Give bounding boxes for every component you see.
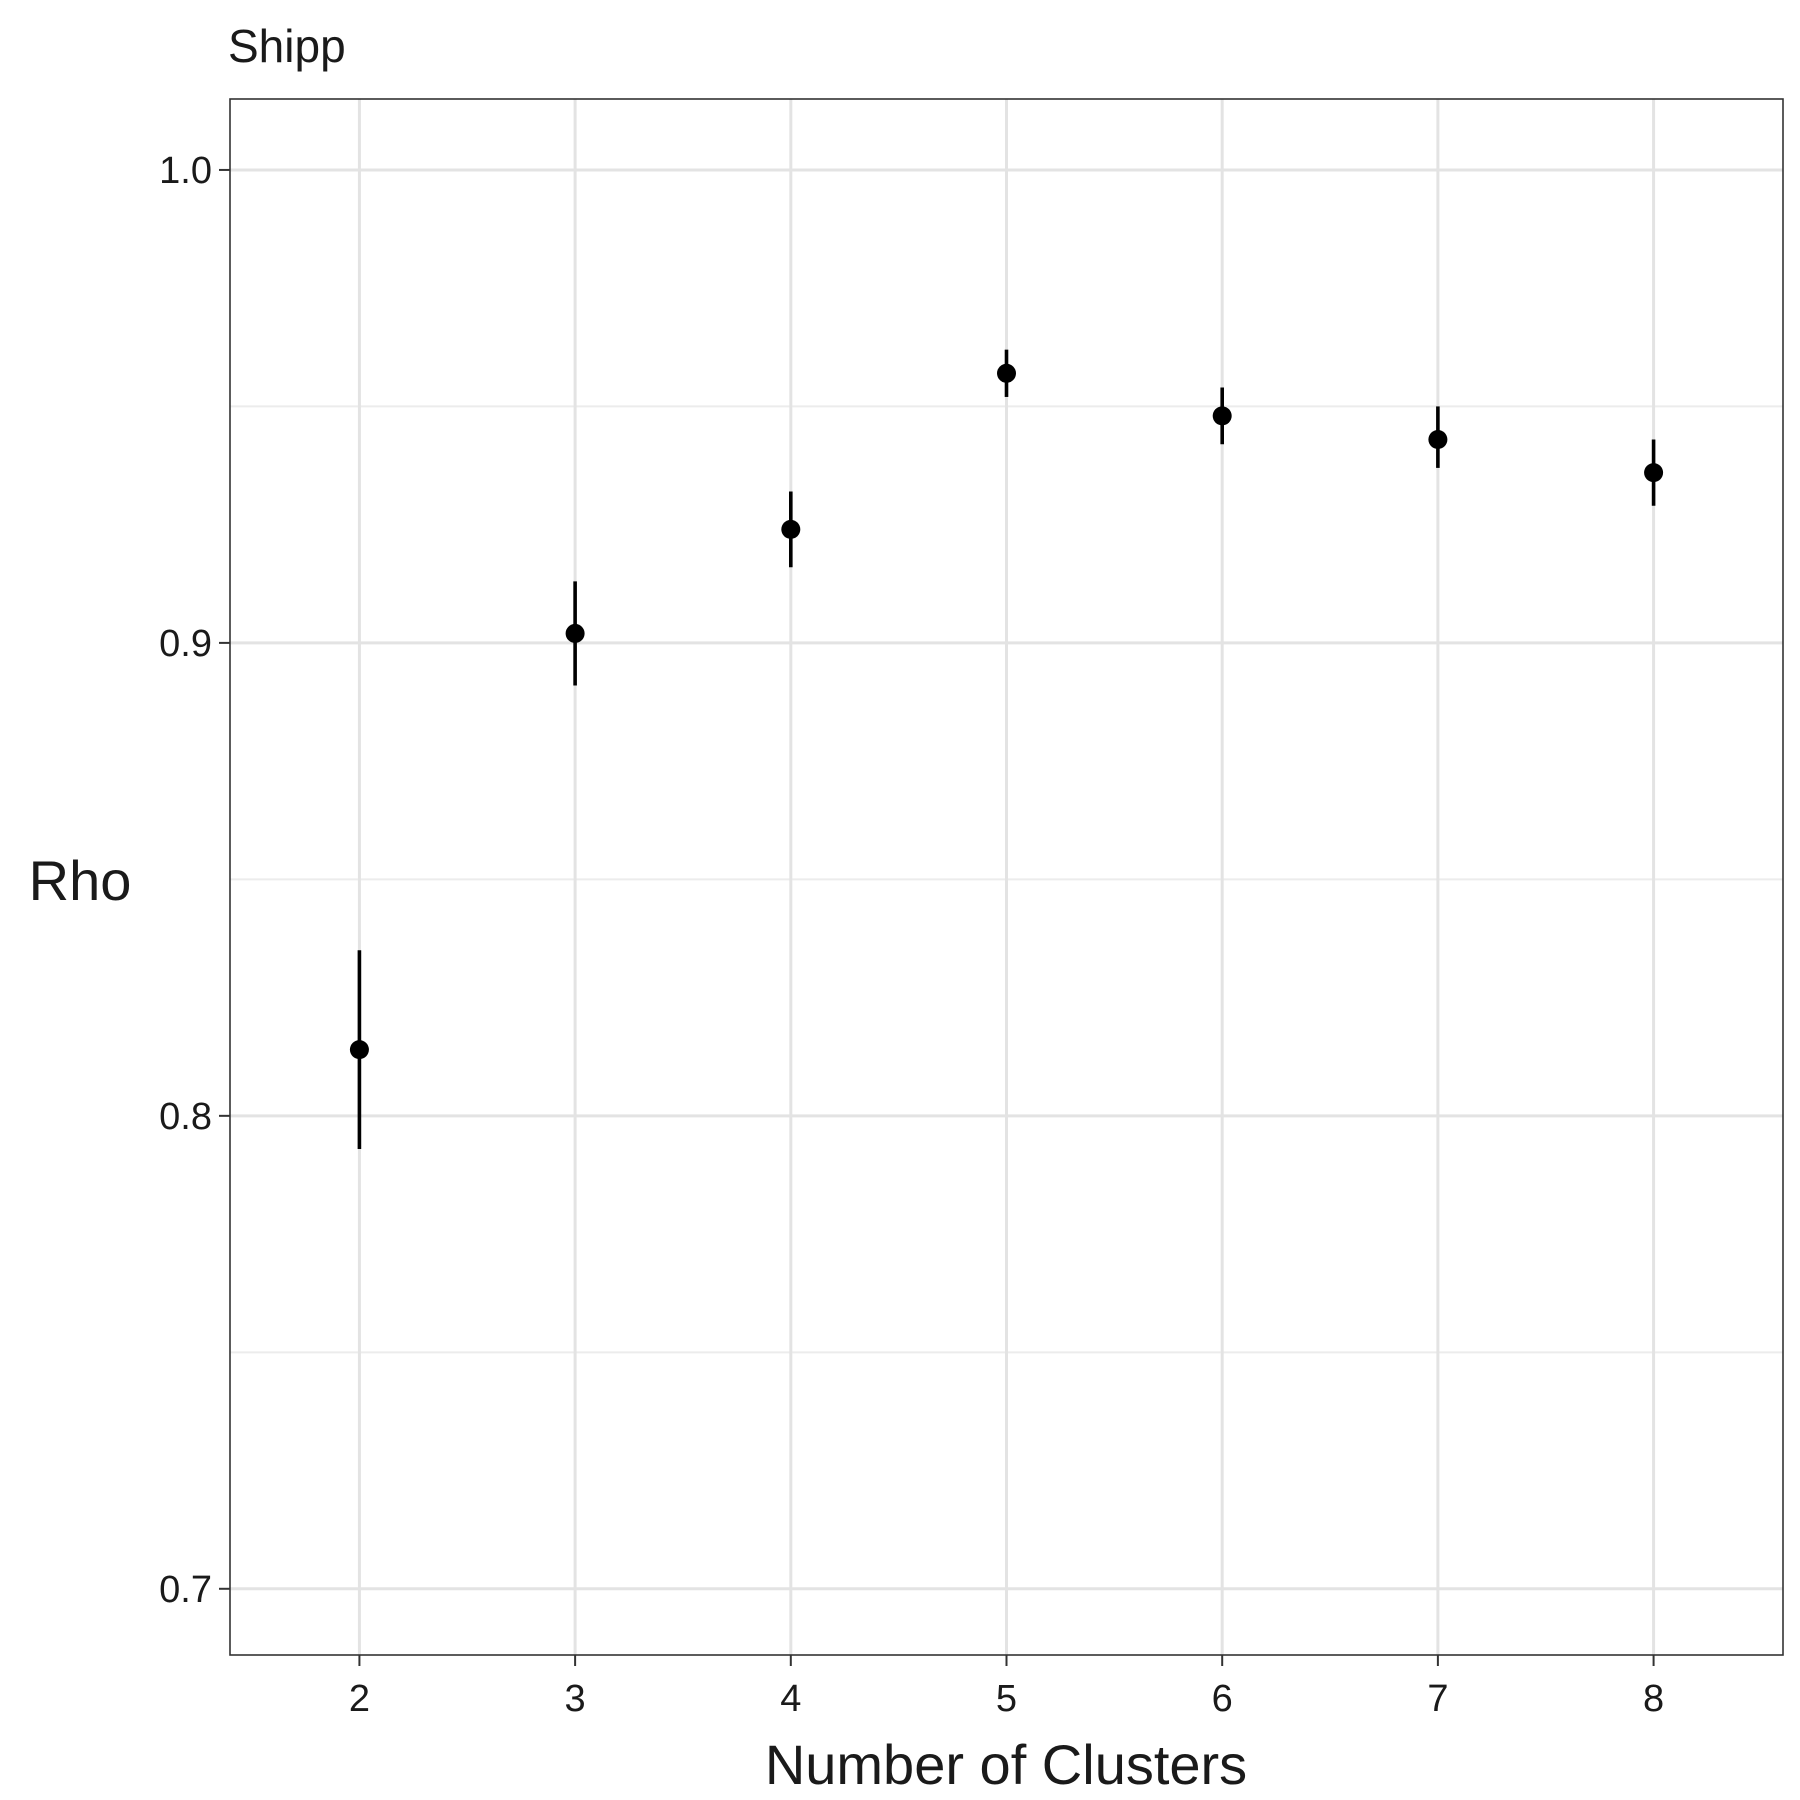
y-tick-label: 0.7	[159, 1569, 212, 1611]
y-tick-label: 0.8	[159, 1096, 212, 1138]
x-tick-label: 7	[1427, 1678, 1448, 1720]
data-point	[1644, 463, 1664, 483]
x-axis-title: Number of Clusters	[765, 1733, 1247, 1796]
axis-layer: 0.7 0.8 0.9 1.0 2 3 4 5 6 7 8	[159, 150, 1664, 1720]
data-point	[1428, 430, 1448, 450]
x-tick-label: 8	[1643, 1678, 1664, 1720]
y-tick-label: 0.9	[159, 623, 212, 665]
data-point	[997, 363, 1016, 383]
x-tick-label: 4	[780, 1678, 801, 1720]
y-tick-label: 1.0	[159, 150, 212, 192]
y-axis-title: Rho	[29, 849, 132, 912]
data-layer	[349, 349, 1664, 1149]
chart-title: Shipp	[228, 20, 346, 72]
data-point	[349, 1040, 369, 1060]
data-point	[781, 519, 801, 539]
x-tick-label: 5	[996, 1678, 1017, 1720]
x-tick-label: 3	[565, 1678, 586, 1720]
x-tick-label: 6	[1212, 1678, 1233, 1720]
data-point	[1212, 406, 1232, 426]
data-point	[565, 623, 585, 643]
x-tick-label: 2	[349, 1678, 370, 1720]
